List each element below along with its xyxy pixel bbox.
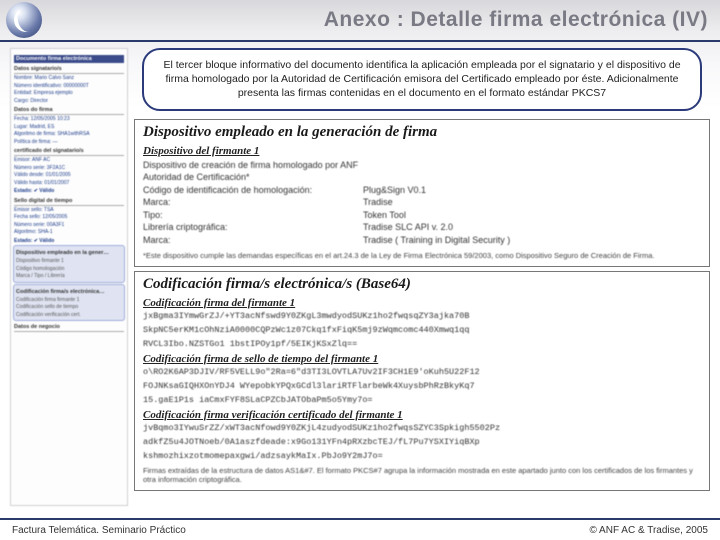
slide-footer: Factura Telemática. Seminario Práctico ©… [0,518,720,540]
panel-device-title: Dispositivo empleado en la generación de… [143,124,701,141]
sidebar-row: Número identificativo: 00000000T [14,83,124,90]
base64-line: adkfZ5u4JOTNoeb/0A1aszfdeade:x9Go131YFn4… [143,437,701,448]
slide-title: Anexo : Detalle firma electrónica (IV) [42,8,708,32]
sidebar-row: Nombre: Mario Calvo Sanz [14,75,124,82]
slide-header: Anexo : Detalle firma electrónica (IV) [0,0,720,42]
sidebar-row: Fecha: 12/05/2005 10:23 [14,116,124,123]
base64-line: jvBqmo3IYwuSrZZ/xWT3acNfowd9Y0ZKjL4zudyo… [143,423,701,434]
info-text: El tercer bloque informativo del documen… [163,59,680,99]
device-row: Código de identificación de homologación… [143,184,701,197]
info-callout: El tercer bloque informativo del documen… [142,48,702,111]
sidebar-row: Estado: ✔ Válido [14,238,124,245]
content-area: Documento firma electrónica Datos signat… [0,42,720,512]
device-row: Marca:Tradise ( Training in Digital Secu… [143,234,701,247]
document-sidebar: Documento firma electrónica Datos signat… [10,48,128,506]
sidebar-highlighted: Dispositivo empleado en la gener…Disposi… [13,245,125,283]
sidebar-highlighted: Codificación firma/s electrónica…Codific… [13,284,125,322]
sidebar-row: Política de firma: — [14,139,124,146]
base64-line: kshmozhixzotmomepaxgwi/adzsaykMaIx.PbJo9… [143,451,701,462]
sidebar-row: Emisor sello: TSA [14,207,124,214]
base64-sub: Codificación firma de sello de tiempo de… [143,353,701,365]
sidebar-row: Entidad: Empresa ejemplo [14,90,124,97]
base64-sub: Codificación firma del firmante 1 [143,297,701,309]
device-row: Marca:Tradise [143,196,701,209]
panel-base64: Codificación firma/s electrónica/s (Base… [134,271,710,491]
sidebar-last-heading: Datos de negocio [14,324,124,332]
footer-right: © ANF AC & Tradise, 2005 [589,525,708,536]
logo-icon [6,2,42,38]
device-row: Tipo:Token Tool [143,209,701,222]
sidebar-row: Emisor: ANF AC [14,157,124,164]
sidebar-row: Válido hasta: 01/01/2007 [14,180,124,187]
base64-sub: Codificación firma verificación certific… [143,409,701,421]
footer-left: Factura Telemática. Seminario Práctico [12,525,186,536]
sidebar-row: Válido desde: 01/01/2005 [14,172,124,179]
sidebar-heading: Datos do firma [14,107,124,115]
sidebar-row: Fecha sello: 12/05/2005 [14,214,124,221]
main-area: El tercer bloque informativo del documen… [134,48,710,506]
panel-device: Dispositivo empleado en la generación de… [134,119,710,267]
sidebar-row: Cargo: Director [14,98,124,105]
base64-line: SkpNC5erKM1cOhNziA0000CQPzWc1z07Ckq1fxFi… [143,325,701,336]
sidebar-heading: Sello digital de tiempo [14,198,124,206]
sidebar-row: Algoritmo: SHA-1 [14,229,124,236]
panel-base64-title: Codificación firma/s electrónica/s (Base… [143,276,701,293]
sidebar-row: Lugar: Madrid, ES [14,124,124,131]
device-row: Dispositivo de creación de firma homolog… [143,159,701,184]
panel-base64-note: Firmas extraídas de la estructura de dat… [143,466,701,484]
base64-line: jxBgma3IYmwGrZJ/+YT3acNfswd9Y0ZKgL3mwdyo… [143,311,701,322]
base64-line: RVCL3Ibo.NZSTGo1 1bstIPOy1pf/5EIKjKSxZlq… [143,339,701,350]
sidebar-row: Número serie: 00A3F1 [14,222,124,229]
sidebar-heading: certificado del signatario/s [14,148,124,156]
base64-line: o\RO2K6AP3DJIV/RF5VELL9o"2Ra=6"d3TI3LOVT… [143,367,701,378]
sidebar-doc-title: Documento firma electrónica [14,55,124,63]
device-row: Librería criptográfica:Tradise SLC API v… [143,221,701,234]
base64-line: FOJNKsaGIQHXOnYDJ4 WYepobkYPQxGCdl3lariR… [143,381,701,392]
sidebar-row: Estado: ✔ Válido [14,188,124,195]
base64-line: 15.gaE1P1s iaCmxFYF8SLaCPZCbJATObaPm5o5Y… [143,395,701,406]
panel-device-note: *Este dispositivo cumple las demandas es… [143,251,701,260]
sidebar-row: Algoritmo de firma: SHA1withRSA [14,131,124,138]
sidebar-row: Número serie: 3F2A1C [14,165,124,172]
sidebar-heading: Datos signatario/s [14,66,124,74]
panel-device-sub: Dispositivo del firmante 1 [143,145,701,157]
